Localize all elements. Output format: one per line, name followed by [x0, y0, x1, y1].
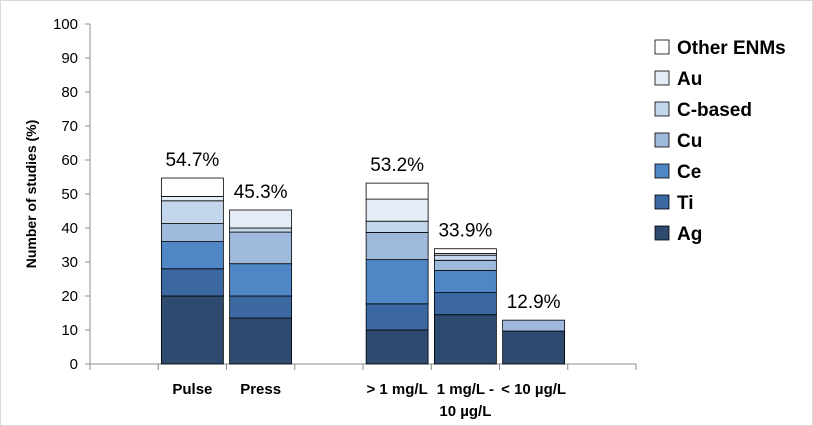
legend-swatch-other-enms: [654, 39, 670, 55]
bar-segment-other-enms: [160, 177, 224, 197]
bar-segment-au: [160, 195, 224, 202]
bar-segment-ti: [229, 295, 293, 319]
bar-segment-ti: [433, 292, 497, 316]
bars: [160, 177, 566, 365]
bar-segment-ti: [160, 268, 224, 297]
bar-segment-cu: [229, 231, 293, 265]
legend: Other ENMs Au C-based Cu Ce Ti Ag: [654, 38, 786, 245]
bar-segment-cu: [160, 223, 224, 243]
y-tick-label: 50: [61, 186, 78, 203]
total-label: 33.9%: [438, 221, 492, 242]
x-category-label: 1 mg/L -: [437, 381, 494, 398]
legend-label: Other ENMs: [677, 38, 786, 59]
y-tick-label: 80: [61, 84, 78, 101]
total-label: 54.7%: [165, 150, 219, 171]
legend-swatch-ag: [654, 225, 670, 241]
bar-segment-c-based: [229, 227, 293, 233]
bar-segment-ce: [160, 241, 224, 270]
bar-segment-cu: [502, 319, 566, 332]
bar-segment-ce: [229, 263, 293, 297]
y-tick-label: 40: [61, 220, 78, 237]
total-label: 12.9%: [507, 292, 561, 313]
bar-segment-ce: [433, 270, 497, 294]
bar-segment-c-based: [365, 220, 429, 233]
x-category-label: < 10 µg/L: [501, 381, 566, 398]
y-tick-label: 20: [61, 288, 78, 305]
total-label: 53.2%: [370, 155, 424, 176]
x-category-label: 10 µg/L: [439, 403, 491, 420]
x-category-label: Pulse: [172, 381, 212, 398]
bar-segment-ce: [365, 259, 429, 305]
legend-label: Ti: [677, 193, 694, 214]
y-tick-label: 90: [61, 50, 78, 67]
y-tick-label: 70: [61, 118, 78, 135]
bar-segment-c-based: [433, 254, 497, 261]
legend-label: Cu: [677, 131, 702, 152]
data-labels: 54.7% Pulse 45.3% Press 53.2% > 1 mg/L 33.9% 1 …: [165, 150, 566, 420]
bar-segment-cu: [433, 259, 497, 271]
bar-segment-ag: [433, 314, 497, 365]
total-label: 45.3%: [234, 182, 288, 203]
bar-segment-other-enms: [433, 248, 497, 254]
legend-swatch-ce: [654, 163, 670, 179]
y-tick-label: 100: [53, 16, 78, 33]
bar-segment-cu: [365, 232, 429, 261]
bar-segment-ti: [365, 303, 429, 331]
legend-swatch-ti: [654, 194, 670, 210]
legend-label: Ce: [677, 162, 701, 183]
bar-segment-ag: [160, 295, 224, 365]
legend-swatch-au: [654, 70, 670, 86]
legend-label: Au: [677, 69, 702, 90]
legend-swatch-cu: [654, 132, 670, 148]
legend-swatch-c-based: [654, 101, 670, 117]
x-category-label: Press: [240, 381, 281, 398]
bar-segment-au: [229, 209, 293, 229]
bar-segment-c-based: [160, 200, 224, 224]
y-tick-label: 10: [61, 322, 78, 339]
x-category-label: > 1 mg/L: [366, 381, 427, 398]
bar-segment-ag: [365, 329, 429, 365]
bar-segment-other-enms: [365, 182, 429, 200]
bar-segment-ag: [502, 330, 566, 365]
y-axis-title: Number of studies (%): [23, 120, 39, 269]
bar-segment-au: [365, 198, 429, 222]
y-tick-label: 60: [61, 152, 78, 169]
legend-label: Ag: [677, 224, 702, 245]
y-tick-label: 30: [61, 254, 78, 271]
y-tick-label: 0: [70, 356, 78, 373]
legend-label: C-based: [677, 100, 752, 121]
bar-segment-ag: [229, 317, 293, 365]
